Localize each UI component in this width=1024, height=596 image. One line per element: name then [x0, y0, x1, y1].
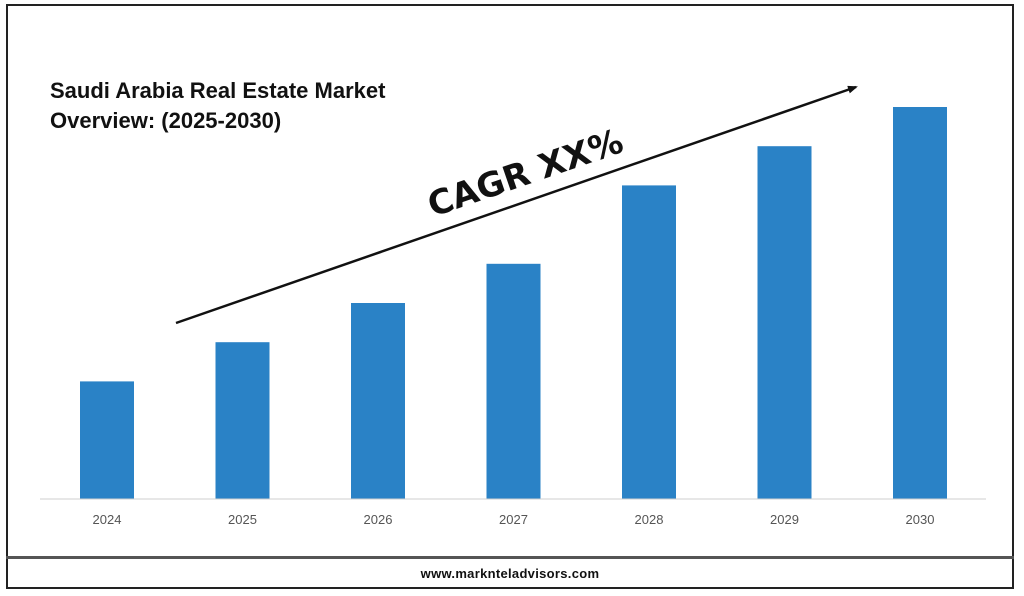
- footer-divider: [6, 556, 1014, 559]
- bar-2025: [215, 342, 270, 499]
- bar-2026: [351, 303, 405, 499]
- x-tick-label-2024: 2024: [93, 512, 122, 527]
- bar-2027: [486, 263, 541, 499]
- x-tick-label-2028: 2028: [635, 512, 664, 527]
- chart-frame: [6, 4, 1014, 589]
- chart-title-line-2: Overview: (2025-2030): [50, 108, 282, 133]
- bar-series: [80, 107, 947, 499]
- growth-arrow: [175, 85, 858, 325]
- footer-url: www.marknteladvisors.com: [420, 566, 600, 581]
- x-tick-label-2026: 2026: [364, 512, 393, 527]
- chart-title-line-1: Saudi Arabia Real Estate Market: [50, 78, 386, 103]
- bar-2028: [622, 185, 676, 499]
- x-tick-label-2027: 2027: [499, 512, 528, 527]
- bar-2029: [757, 146, 812, 499]
- cagr-annotation: CAGR XX%: [423, 122, 629, 226]
- x-tick-label-2029: 2029: [770, 512, 799, 527]
- bar-2024: [80, 381, 134, 499]
- chart-title: Saudi Arabia Real Estate Market Overview…: [50, 76, 470, 136]
- x-tick-label-2025: 2025: [228, 512, 257, 527]
- bar-2030: [893, 107, 947, 499]
- x-axis-ticks: 2024 2025 2026 2027 2028 2029 2030: [93, 512, 935, 527]
- x-tick-label-2030: 2030: [906, 512, 935, 527]
